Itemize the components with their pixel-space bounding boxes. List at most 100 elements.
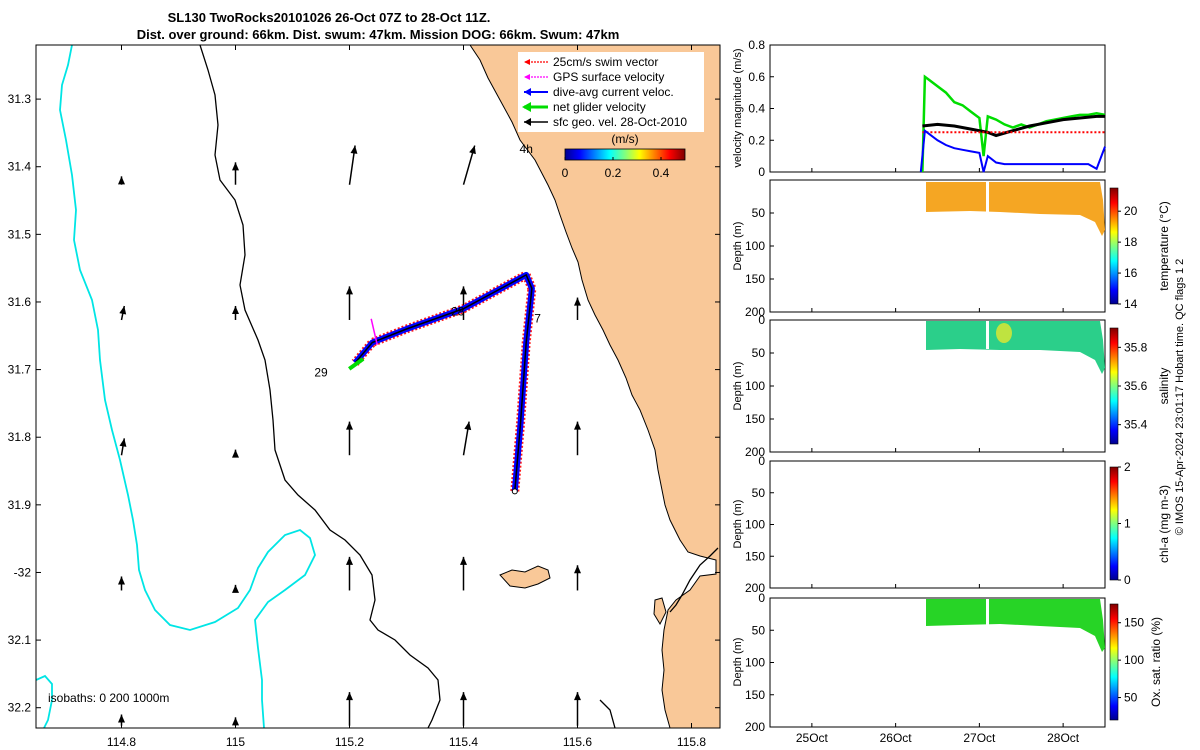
legend-label-swim: 25cm/s swim vector: [553, 55, 658, 69]
velocity-series: [919, 74, 1106, 173]
legend-entry-gps: GPS surface velocity: [524, 70, 664, 84]
chla-frame: [769, 460, 1106, 589]
isobath-200m-south: [599, 699, 616, 728]
temperature-panel: Depth (m) temperature (°C): [732, 179, 1171, 313]
map-x-tick-label: 115.4: [449, 735, 478, 749]
colorbar-tick-label: 50: [1124, 691, 1138, 705]
velocity-y-tick-label: 0.2: [748, 133, 765, 147]
land-mass: [469, 45, 720, 728]
island-garden: [653, 597, 667, 626]
temperature-field: [926, 182, 1105, 236]
geo-arrow: [119, 305, 127, 321]
time-tick-label: 26Oct: [880, 731, 913, 745]
geo-arrow: [574, 692, 581, 726]
geo-arrow: [346, 692, 353, 726]
isobath-200m-shelf: [669, 547, 719, 613]
depth-axes-ticks: 5010015020005010015020005010015020005010…: [745, 206, 774, 734]
day-label: 4h: [520, 142, 533, 156]
map-colorbar: (m/s) 0 0.2 0.4: [562, 132, 686, 180]
day-label: 7: [534, 311, 541, 325]
map-y-tick-label: 31.7: [8, 363, 32, 377]
chla-colorbar-label: chl-a (mg m-3): [1157, 485, 1171, 563]
depth-tick-label: 50: [752, 486, 766, 500]
temperature-ylabel: Depth (m): [732, 222, 744, 271]
depth-tick-label: 100: [745, 379, 765, 393]
velocity-y-axis: 0 0.2 0.4 0.6 0.8: [748, 38, 774, 179]
velocity-y-tick-label: 0.4: [748, 102, 765, 116]
geo-arrow: [348, 145, 358, 185]
map-x-tick-label: 114.8: [107, 735, 136, 749]
geo-arrow: [232, 162, 239, 185]
salinity-colorbar-label: salinity: [1157, 368, 1171, 405]
time-tick-label: 25Oct: [796, 731, 829, 745]
velocity-y-tick-label: 0.8: [748, 38, 765, 52]
track-start: [511, 488, 518, 495]
depth-tick-label: 150: [745, 412, 765, 426]
colorbar-tick-label: 1: [1124, 517, 1131, 531]
temperature-colorbar: [1109, 187, 1119, 305]
geo-arrow: [232, 584, 239, 593]
net-velocity-arrow: [348, 357, 365, 371]
isobath-label: isobaths: 0 200 1000m: [48, 691, 169, 705]
day-label: 29: [314, 365, 328, 379]
map-y-tick-label: 31.8: [8, 430, 32, 444]
map-y-tick-label: -32: [14, 565, 32, 579]
title-line-2: Dist. over ground: 66km. Dist. swum: 47k…: [137, 27, 620, 42]
map-y-tick-label: 31.4: [8, 160, 32, 174]
map-x-tick-label: 115.8: [677, 735, 706, 749]
colorbar-tick-label: 150: [1124, 616, 1144, 630]
isobath-1000m-west: [36, 674, 53, 728]
salinity-field: [926, 321, 1105, 374]
day-labels: 29 28 4h 7: [314, 142, 541, 379]
depth-tick-label: 200: [745, 720, 765, 734]
day-label: 28: [451, 304, 465, 318]
map-colorbar-tick-label: 0.4: [653, 166, 670, 180]
glider-track-layer: [348, 268, 537, 495]
map-legend: 25cm/s swim vector GPS surface velocity …: [518, 52, 704, 132]
map-y-tick-label: 32.2: [8, 701, 32, 715]
velocity-y-tick-label: 0: [758, 165, 765, 179]
time-tick-label: 27Oct: [963, 731, 996, 745]
geo-arrow: [232, 449, 239, 458]
velocity-series-line: [921, 74, 1106, 173]
map-x-axis: 114.8 115 115.2 115.4 115.6 115.8: [107, 45, 706, 749]
map-x-tick-label: 115.2: [335, 735, 364, 749]
oxygen-field: [926, 599, 1105, 652]
colorbar-tick-label: 35.4: [1124, 418, 1148, 432]
geo-arrow: [346, 286, 353, 320]
map-colorbar-tick-label: 0.2: [605, 166, 622, 180]
geo-arrow: [460, 556, 467, 591]
map-y-axis: 31.3 31.4 31.5 31.6 31.7 31.8 31.9 -32 32.1 32.2: [8, 92, 720, 715]
legend-entry-geo: sfc geo. vel. 28-Oct-2010: [524, 115, 687, 129]
geo-arrow: [574, 565, 581, 591]
velocity-series-line: [922, 114, 1105, 138]
colorbar-tick-label: 100: [1124, 653, 1144, 667]
legend-label-current: dive-avg current veloc.: [553, 85, 674, 99]
depth-tick-label: 50: [752, 206, 766, 220]
temperature-colorbar-label: temperature (°C): [1157, 201, 1171, 291]
depth-tick-label: 0: [758, 454, 765, 468]
geo-arrow: [574, 421, 581, 456]
depth-tick-label: 100: [745, 239, 765, 253]
map-x-tick-label: 115: [226, 735, 245, 749]
geo-arrow: [232, 305, 239, 320]
time-series-panels: 0 0.2 0.4 0.6 0.8 velocity magnitude (m/s) D…: [732, 38, 1186, 745]
map-colorbar-gradient: [564, 148, 686, 161]
island-rottnest: [499, 565, 551, 589]
colorbar-tick-label: 14: [1124, 297, 1138, 311]
legend-entry-net: net glider velocity: [522, 100, 646, 114]
isobath-1000m: [59, 45, 316, 728]
oxygen-ylabel: Depth (m): [732, 638, 744, 687]
map-y-tick-label: 31.3: [8, 92, 32, 106]
depth-tick-label: 150: [745, 688, 765, 702]
velocity-panel: 0 0.2 0.4 0.6 0.8 velocity magnitude (m/s): [732, 38, 1106, 179]
depth-tick-label: 50: [752, 623, 766, 637]
depth-tick-label: 150: [745, 549, 765, 563]
geo-arrow: [346, 421, 353, 456]
geo-arrow: [118, 176, 125, 185]
map-colorbar-tick-label: 0: [562, 166, 569, 180]
depth-tick-label: 100: [745, 656, 765, 670]
colorbar-tick-label: 16: [1124, 266, 1138, 280]
time-axis: 25Oct 26Oct 27Oct 28Oct: [796, 168, 1080, 745]
depth-tick-label: 200: [745, 445, 765, 459]
